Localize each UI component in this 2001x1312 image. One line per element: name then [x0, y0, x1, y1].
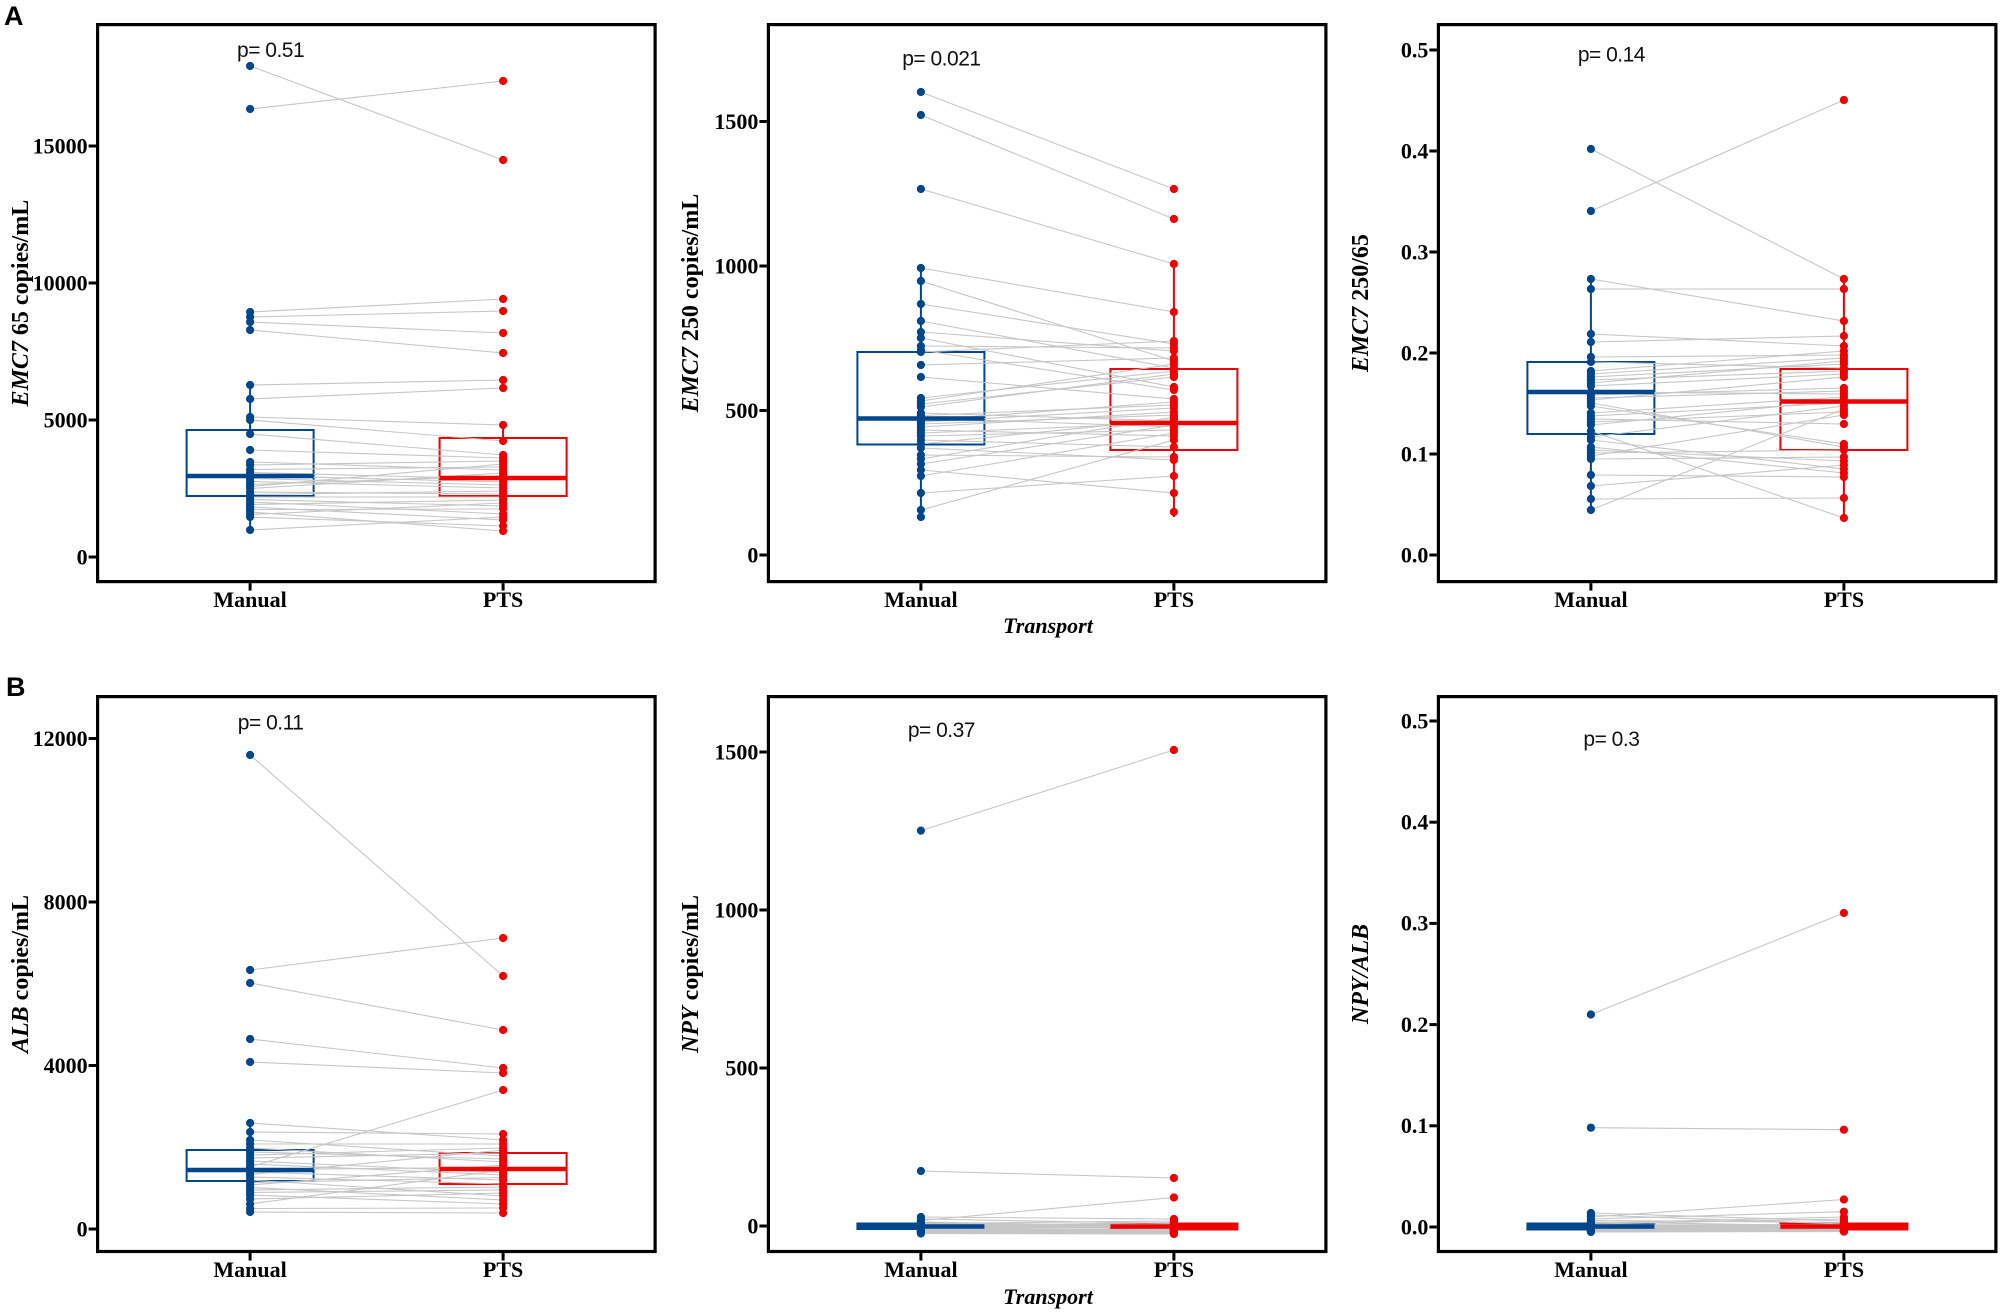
- svg-text:0: 0: [747, 1213, 758, 1238]
- svg-text:15000: 15000: [33, 133, 88, 158]
- svg-text:p= 0.021: p= 0.021: [902, 48, 980, 71]
- svg-text:8000: 8000: [44, 889, 88, 914]
- svg-text:0.3: 0.3: [1401, 911, 1429, 936]
- svg-text:ALB copies/mL: ALB copies/mL: [8, 895, 34, 1055]
- svg-text:Transport: Transport: [1003, 613, 1094, 638]
- svg-text:0.1: 0.1: [1401, 1113, 1429, 1138]
- svg-text:5000: 5000: [44, 407, 88, 432]
- svg-text:4000: 4000: [44, 1053, 88, 1078]
- svg-text:0.3: 0.3: [1401, 239, 1429, 264]
- svg-text:1000: 1000: [714, 897, 758, 922]
- svg-text:0.2: 0.2: [1401, 340, 1429, 365]
- svg-text:0.2: 0.2: [1401, 1012, 1429, 1037]
- svg-text:PTS: PTS: [1154, 587, 1194, 612]
- svg-text:NPY/ALB: NPY/ALB: [1348, 924, 1374, 1025]
- svg-text:p= 0.3: p= 0.3: [1583, 728, 1639, 751]
- svg-text:1500: 1500: [714, 739, 758, 764]
- svg-text:PTS: PTS: [1154, 1257, 1194, 1282]
- svg-text:Manual: Manual: [213, 587, 286, 612]
- svg-text:Manual: Manual: [884, 1257, 957, 1282]
- svg-text:1000: 1000: [714, 253, 758, 278]
- svg-text:0: 0: [77, 544, 88, 569]
- svg-text:Manual: Manual: [1554, 1257, 1627, 1282]
- svg-text:PTS: PTS: [483, 1257, 523, 1282]
- svg-text:0.0: 0.0: [1401, 542, 1429, 567]
- svg-text:Manual: Manual: [1554, 587, 1627, 612]
- svg-text:0.1: 0.1: [1401, 441, 1429, 466]
- svg-text:0: 0: [747, 542, 758, 567]
- svg-text:0.0: 0.0: [1401, 1214, 1429, 1239]
- svg-text:0.5: 0.5: [1401, 708, 1429, 733]
- svg-text:p= 0.14: p= 0.14: [1578, 44, 1646, 67]
- svg-text:PTS: PTS: [1824, 1257, 1864, 1282]
- svg-text:p= 0.51: p= 0.51: [237, 39, 304, 62]
- svg-text:500: 500: [725, 1055, 758, 1080]
- svg-text:500: 500: [725, 398, 758, 423]
- svg-text:12000: 12000: [33, 726, 88, 751]
- svg-text:0.4: 0.4: [1401, 810, 1429, 835]
- svg-text:1500: 1500: [714, 109, 758, 134]
- svg-text:p= 0.11: p= 0.11: [238, 711, 304, 734]
- svg-text:EMC7 250 copies/mL: EMC7 250 copies/mL: [678, 194, 704, 414]
- svg-text:Manual: Manual: [213, 1257, 286, 1282]
- svg-text:p= 0.37: p= 0.37: [908, 719, 975, 742]
- svg-text:0.4: 0.4: [1401, 138, 1429, 163]
- svg-text:EMC7 250/65: EMC7 250/65: [1348, 234, 1374, 373]
- svg-text:A: A: [4, 1, 24, 31]
- svg-text:NPY copies/mL: NPY copies/mL: [678, 895, 704, 1054]
- svg-text:Transport: Transport: [1003, 1284, 1094, 1309]
- svg-text:PTS: PTS: [483, 587, 523, 612]
- svg-text:0: 0: [77, 1216, 88, 1241]
- svg-text:PTS: PTS: [1824, 587, 1864, 612]
- svg-text:0.5: 0.5: [1401, 37, 1429, 62]
- svg-text:EMC7 65 copies/mL: EMC7 65 copies/mL: [8, 200, 34, 408]
- svg-text:B: B: [6, 672, 26, 702]
- svg-text:Manual: Manual: [884, 587, 957, 612]
- svg-text:10000: 10000: [33, 270, 88, 295]
